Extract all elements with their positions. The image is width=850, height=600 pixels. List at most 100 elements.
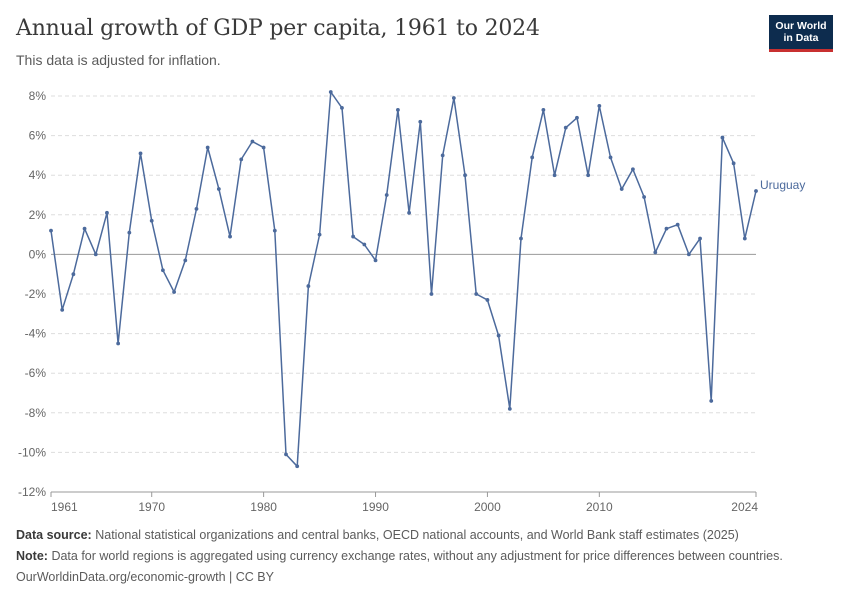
data-point (306, 284, 311, 288)
data-point (194, 206, 199, 211)
y-tick-label: 8% (29, 89, 47, 103)
y-tick-label: -4% (25, 327, 47, 341)
data-point (362, 242, 367, 247)
chart-title: Annual growth of GDP per capita, 1961 to… (16, 16, 540, 41)
x-tick-label: 1980 (250, 500, 277, 514)
data-point (474, 292, 479, 296)
note-label: Note: (16, 549, 48, 563)
data-point (384, 193, 389, 197)
y-tick-label: 6% (29, 129, 47, 143)
footer-note: Note: Data for world regions is aggregat… (16, 549, 783, 563)
data-point (440, 153, 445, 158)
y-tick-label: -2% (25, 287, 47, 301)
data-point (216, 187, 221, 191)
data-point (698, 236, 702, 241)
data-point (49, 228, 53, 233)
x-tick-label: 1990 (362, 500, 389, 514)
data-point (261, 145, 266, 150)
data-point (149, 218, 154, 223)
data-point (496, 333, 501, 338)
data-point (686, 252, 691, 257)
data-point (485, 298, 490, 302)
data-point (642, 195, 646, 199)
data-point (597, 104, 602, 108)
y-tick-label: 0% (29, 247, 47, 261)
y-tick-label: -6% (25, 366, 47, 380)
data-point (575, 115, 579, 120)
data-point (138, 151, 143, 156)
y-tick-label: -12% (18, 485, 46, 499)
data-point (451, 96, 456, 100)
data-point (530, 155, 535, 160)
x-tick-label: 1961 (51, 500, 78, 514)
data-point (541, 107, 546, 112)
y-tick-label: 2% (29, 208, 47, 222)
data-point (373, 258, 378, 263)
data-point (507, 406, 512, 411)
data-point (284, 452, 288, 457)
data-point (396, 107, 400, 112)
data-point (272, 228, 277, 233)
y-tick-label: -8% (25, 406, 47, 420)
source-text: National statistical organizations and c… (95, 528, 739, 542)
y-tick-label: 4% (29, 168, 47, 182)
data-point (675, 222, 680, 227)
data-point (720, 135, 725, 140)
data-point (418, 119, 423, 124)
gridlines (51, 95, 756, 453)
data-point (608, 155, 613, 160)
data-point (519, 236, 523, 241)
footer-link: OurWorldinData.org/economic-growth | CC … (16, 570, 274, 584)
chart-subtitle: This data is adjusted for inflation. (16, 52, 221, 68)
data-point (407, 210, 411, 215)
owid-logo[interactable]: Our World in Data (769, 15, 833, 52)
source-label: Data source: (16, 528, 92, 542)
series-layer: Uruguay (49, 90, 805, 469)
data-point (328, 90, 333, 94)
data-point (586, 173, 591, 178)
data-point (563, 125, 568, 130)
data-point (82, 226, 87, 231)
data-point (631, 167, 635, 172)
data-point (71, 272, 76, 277)
axes: -12% -10% -8% -6% -4% -2% 0% 2% 4% 6% 8% 1961 1970 19… (18, 89, 758, 514)
series-label: Uruguay (760, 178, 805, 192)
note-text: Data for world regions is aggregated usi… (51, 549, 783, 563)
data-point (664, 226, 669, 231)
data-point (619, 187, 624, 191)
data-point (239, 157, 244, 162)
data-point (351, 234, 356, 239)
logo-line-1: Our World (775, 20, 827, 32)
data-point (228, 234, 232, 239)
data-point (731, 161, 736, 166)
series-line-uruguay (50, 91, 757, 468)
data-point (317, 232, 322, 237)
data-point (161, 268, 165, 273)
x-tick-label: 2024 (731, 500, 758, 514)
data-point (127, 230, 132, 235)
logo-line-2: in Data (783, 32, 819, 44)
x-tick-label: 1970 (138, 500, 165, 514)
data-point (463, 173, 467, 178)
data-point (709, 399, 714, 403)
data-point (93, 252, 98, 257)
data-point (295, 464, 300, 469)
data-point (429, 292, 434, 296)
data-point (116, 341, 121, 346)
y-tick-label: -10% (18, 445, 46, 459)
source-link[interactable]: OurWorldinData.org/economic-growth | CC … (16, 570, 274, 584)
x-tick-label: 2010 (586, 500, 613, 514)
data-point (250, 139, 255, 144)
data-point (60, 307, 65, 312)
data-point (205, 145, 210, 150)
data-point (105, 210, 109, 215)
data-point (552, 173, 557, 178)
data-point (742, 236, 747, 241)
data-point (754, 189, 758, 193)
data-point (183, 258, 188, 263)
footer-source: Data source: National statistical organi… (16, 528, 739, 542)
x-tick-label: 2000 (474, 500, 501, 514)
data-point (172, 290, 176, 294)
data-point (653, 250, 658, 255)
